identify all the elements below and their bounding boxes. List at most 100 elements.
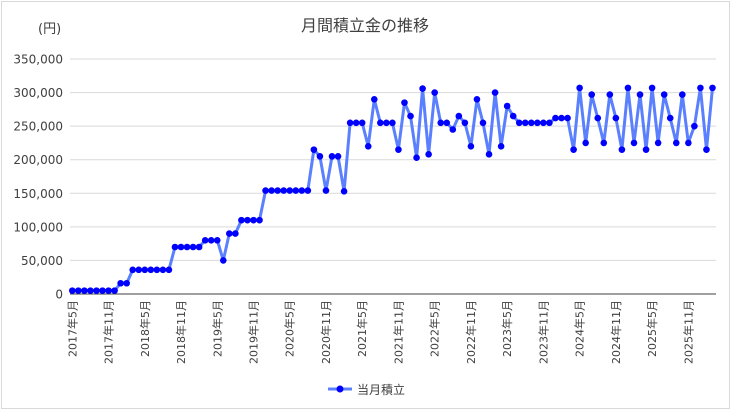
x-tick-label: 2024年11月 [609,300,623,364]
data-point [497,142,505,150]
x-tick-label: 2019年11月 [246,300,260,364]
data-point [515,119,523,127]
data-point [99,287,106,294]
x-tick-label: 2017年5月 [65,300,79,357]
data-point [171,243,179,251]
data-point [226,230,233,237]
data-point [467,142,475,150]
data-point [449,126,457,133]
data-point [262,187,269,194]
data-point [238,216,245,224]
data-point [340,187,348,195]
gridlines [70,58,716,261]
data-point [636,91,644,98]
x-tick-label: 2025年11月 [681,300,695,364]
y-tick-label: 250,000 [13,120,63,134]
x-tick-label: 2018年5月 [138,300,152,357]
data-point [250,216,257,224]
y-axis-ticks: 0 50,000 100,000 150,000 200,000 250,000 300,0… [13,53,63,302]
data-point [268,187,275,194]
data-point [310,146,318,153]
x-tick-label: 2020年11月 [319,300,333,364]
x-tick-label: 2024年5月 [573,300,587,357]
data-point [654,139,662,147]
data-point [334,153,342,160]
y-tick-label: 300,000 [13,86,63,100]
data-point [141,266,149,274]
data-point [703,146,710,153]
data-point [298,187,306,194]
data-point [129,266,136,274]
data-point [407,112,414,120]
data-point [455,112,463,120]
data-point [485,151,493,158]
data-point [87,287,94,294]
data-point [600,139,608,147]
data-point [503,102,511,110]
data-point [232,230,239,237]
data-point [93,287,100,294]
data-point [328,153,336,160]
data-point [316,153,324,160]
data-point [552,114,559,122]
data-point [679,91,686,98]
data-point [473,95,481,103]
data-point [111,287,118,294]
data-point [358,119,366,127]
data-point [437,119,445,127]
legend[interactable]: 当月積立 [328,382,405,397]
data-point [105,287,112,294]
data-point [352,119,360,127]
data-point [443,119,451,127]
legend-marker-swatch [336,385,344,393]
data-point [624,84,632,92]
data-point [479,119,487,127]
x-tick-label: 2023年5月 [500,300,514,357]
x-tick-label: 2023年11月 [536,300,550,364]
data-point [546,119,553,127]
data-point [709,84,716,92]
data-point [147,266,155,274]
data-point [588,91,596,98]
data-point [383,119,390,127]
data-point [582,139,589,147]
data-point [322,187,330,194]
data-point [630,139,638,147]
data-point [195,243,203,251]
y-axis-unit-label: (円) [38,22,61,37]
data-point [425,151,432,158]
data-point [304,187,312,194]
y-tick-label: 150,000 [13,187,63,201]
data-point [642,146,650,153]
data-point [274,187,281,194]
data-point [159,266,167,274]
data-point [558,114,565,122]
x-tick-label: 2020年5月 [283,300,297,357]
data-point [528,119,535,127]
data-point [244,216,251,224]
data-point [153,266,161,274]
data-point [691,122,698,130]
data-point [219,257,227,264]
data-point [395,146,402,153]
data-point [491,89,499,96]
data-point [401,99,408,106]
x-tick-label: 2022年11月 [464,300,478,364]
data-point [183,243,191,251]
data-point [81,287,88,294]
data-point [672,139,680,147]
data-point [292,187,300,194]
data-point [431,89,438,96]
data-point [389,119,396,127]
y-tick-label: 350,000 [13,53,63,67]
data-point [612,114,620,122]
data-point [165,266,173,274]
y-tick-label: 50,000 [21,254,63,268]
data-point [594,114,602,122]
data-point [685,139,692,147]
data-point [521,119,529,127]
data-point [123,279,130,287]
x-tick-label: 2021年5月 [355,300,369,357]
